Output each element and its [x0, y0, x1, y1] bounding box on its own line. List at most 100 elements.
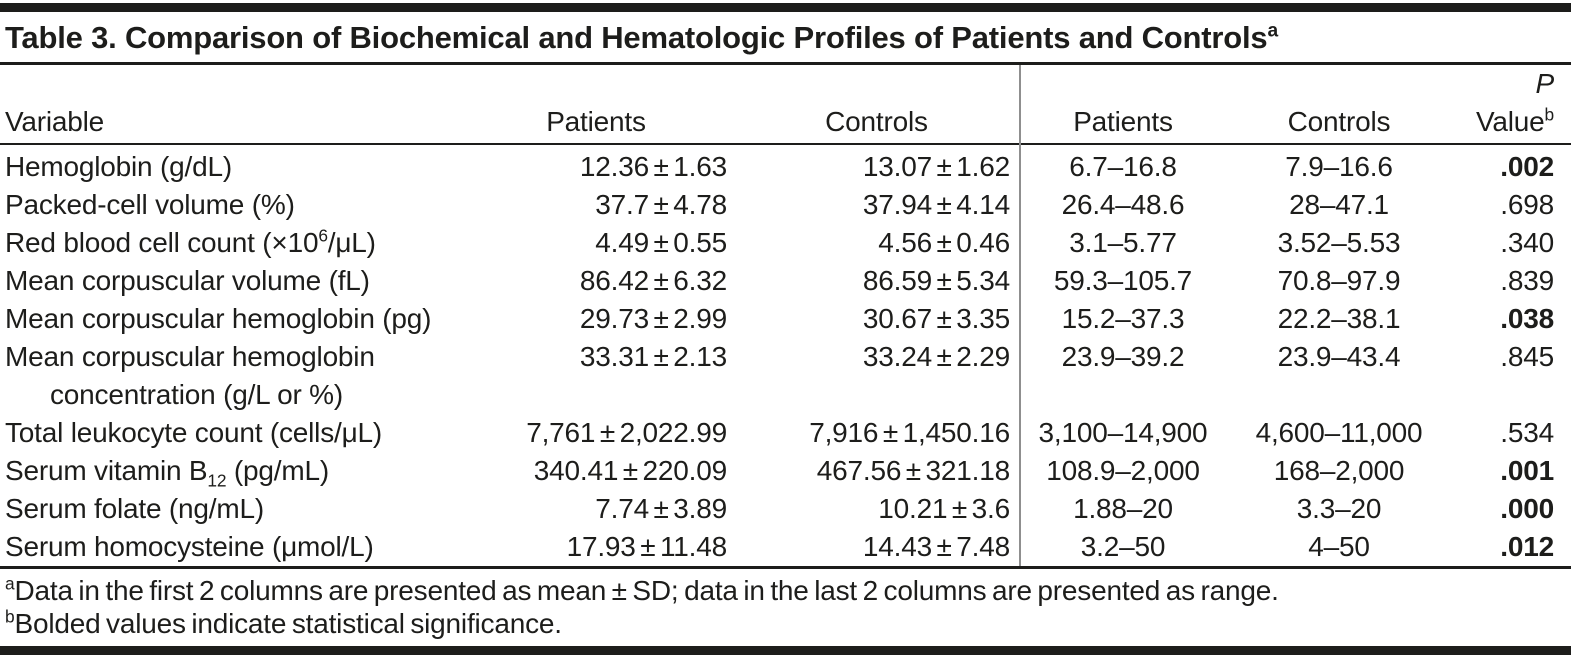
cell-patients-mean-sd: 29.73 ± 2.99: [579, 303, 727, 334]
cell-patients-range: 26.4–48.6: [1061, 189, 1185, 220]
table-title: Table 3. Comparison of Biochemical and H…: [0, 12, 1571, 62]
table-row: Total leukocyte count (cells/μL) 7,761 ±…: [0, 414, 1571, 452]
row-label-part: Red blood cell count (×10: [5, 227, 319, 258]
cell-controls-mean-sd: 10.21 ± 3.6: [878, 493, 1010, 524]
row-label-part: Mean corpuscular hemoglobin: [5, 341, 375, 372]
title-rule: [0, 62, 1571, 65]
footnote-marker: b: [5, 606, 15, 627]
p-word: Value: [1475, 106, 1545, 137]
cell-controls-range: 168–2,000: [1273, 455, 1405, 486]
cell-p-value: .839: [1500, 265, 1554, 296]
table-row: Mean corpuscular hemoglobin concentration…: [0, 338, 1571, 414]
row-label: Packed-cell volume (%): [0, 186, 455, 224]
title-footnote-marker: a: [1267, 20, 1278, 42]
cell-controls-range: 4,600–11,000: [1255, 417, 1423, 448]
table-body: Hemoglobin (g/dL) 12.36 ± 1.63 13.07 ± 1…: [0, 145, 1571, 566]
bottom-thick-rule: [0, 646, 1571, 655]
header-rule: [0, 143, 1571, 145]
row-label-line2: concentration (g/L or %): [50, 379, 343, 410]
row-label: Total leukocyte count (cells/μL): [0, 414, 455, 452]
header-p-value: P Valueb: [1448, 65, 1556, 141]
header-controls-mean-sd: Controls: [825, 106, 928, 137]
table-row: Mean corpuscular hemoglobin (pg) 29.73 ±…: [0, 300, 1571, 338]
cell-controls-mean-sd: 467.56 ± 321.18: [816, 455, 1010, 486]
row-label-part: /μL): [327, 227, 376, 258]
row-label: Mean corpuscular volume (fL): [0, 262, 455, 300]
cell-patients-range: 1.88–20: [1073, 493, 1173, 524]
body-bottom-rule: [0, 566, 1571, 569]
cell-patients-range: 59.3–105.7: [1053, 265, 1193, 296]
cell-patients-mean-sd: 37.7 ± 4.78: [595, 189, 727, 220]
row-label: Serum folate (ng/mL): [0, 490, 455, 528]
footnote: aData in the first 2 columns are present…: [5, 574, 1563, 607]
cell-controls-range: 7.9–16.6: [1285, 151, 1393, 182]
cell-controls-mean-sd: 7,916 ± 1,450.16: [809, 417, 1010, 448]
footnote-text: Data in the first 2 columns are presente…: [14, 575, 1279, 606]
header-controls-range: Controls: [1287, 106, 1391, 137]
row-label-part: Hemoglobin (g/dL): [5, 151, 232, 182]
cell-p-value: .002: [1500, 151, 1554, 182]
cell-p-value: .000: [1500, 493, 1554, 524]
cell-p-value: .012: [1500, 531, 1554, 562]
cell-patients-range: 3.1–5.77: [1069, 227, 1177, 258]
row-label-part: Total leukocyte count (cells/μL): [5, 417, 383, 448]
row-label: Serum homocysteine (μmol/L): [0, 528, 455, 566]
row-label-part: (pg/mL): [226, 455, 329, 486]
cell-p-value: .001: [1500, 455, 1554, 486]
cell-controls-range: 22.2–38.1: [1277, 303, 1401, 334]
cell-controls-range: 70.8–97.9: [1277, 265, 1401, 296]
cell-patients-mean-sd: 86.42 ± 6.32: [579, 265, 727, 296]
cell-p-value: .534: [1500, 417, 1554, 448]
row-label-part: 6: [318, 225, 328, 246]
table-row: Serum folate (ng/mL) 7.74 ± 3.89 10.21 ±…: [0, 490, 1571, 528]
footnotes: aData in the first 2 columns are present…: [0, 569, 1571, 642]
cell-p-value: .845: [1500, 341, 1554, 372]
cell-controls-mean-sd: 14.43 ± 7.48: [862, 531, 1010, 562]
cell-patients-range: 108.9–2,000: [1046, 455, 1200, 486]
table-title-text: Table 3. Comparison of Biochemical and H…: [5, 20, 1268, 55]
cell-patients-mean-sd: 12.36 ± 1.63: [579, 151, 727, 182]
cell-controls-mean-sd: 13.07 ± 1.62: [862, 151, 1010, 182]
cell-controls-range: 3.52–5.53: [1277, 227, 1401, 258]
header-patients-range: Patients: [1073, 106, 1173, 137]
row-label-part: Serum vitamin B: [5, 455, 208, 486]
cell-patients-mean-sd: 7,761 ± 2,022.99: [526, 417, 727, 448]
cell-patients-mean-sd: 17.93 ± 11.48: [566, 531, 728, 562]
row-label-part: Mean corpuscular volume (fL): [5, 265, 370, 296]
cell-patients-range: 3.2–50: [1080, 531, 1166, 562]
cell-controls-range: 23.9–43.4: [1277, 341, 1401, 372]
cell-patients-range: 3,100–14,900: [1038, 417, 1208, 448]
cell-controls-mean-sd: 30.67 ± 3.35: [862, 303, 1010, 334]
row-label: Hemoglobin (g/dL): [0, 148, 455, 186]
cell-controls-mean-sd: 33.24 ± 2.29: [862, 341, 1010, 372]
row-label-part: Mean corpuscular hemoglobin (pg): [5, 303, 432, 334]
cell-controls-range: 3.3–20: [1296, 493, 1382, 524]
cell-controls-mean-sd: 37.94 ± 4.14: [862, 189, 1010, 220]
row-label-part: Serum homocysteine (μmol/L): [5, 531, 374, 562]
cell-controls-range: 28–47.1: [1289, 189, 1389, 220]
table-row: Red blood cell count (×106/μL) 4.49 ± 0.…: [0, 224, 1571, 262]
table: Variable Patients Controls Patients Cont…: [0, 65, 1571, 566]
p-footnote-marker: b: [1544, 104, 1555, 125]
table-row: Hemoglobin (g/dL) 12.36 ± 1.63 13.07 ± 1…: [0, 148, 1571, 186]
p-symbol: P: [1535, 68, 1555, 99]
cell-p-value: .698: [1500, 189, 1554, 220]
column-divider-rule: [1019, 65, 1021, 566]
table-row: Serum vitamin B12 (pg/mL) 340.41 ± 220.0…: [0, 452, 1571, 490]
cell-controls-range: 4–50: [1308, 531, 1370, 562]
cell-patients-mean-sd: 33.31 ± 2.13: [579, 341, 727, 372]
footnote: bBolded values indicate statistical sign…: [5, 607, 1563, 640]
table-header-row: Variable Patients Controls Patients Cont…: [0, 65, 1571, 143]
cell-patients-range: 6.7–16.8: [1069, 151, 1177, 182]
table-row: Packed-cell volume (%) 37.7 ± 4.78 37.94…: [0, 186, 1571, 224]
cell-patients-range: 15.2–37.3: [1061, 303, 1185, 334]
row-label: Red blood cell count (×106/μL): [0, 224, 455, 262]
cell-patients-range: 23.9–39.2: [1061, 341, 1185, 372]
footnote-marker: a: [5, 573, 15, 594]
table-row: Mean corpuscular volume (fL) 86.42 ± 6.3…: [0, 262, 1571, 300]
cell-controls-mean-sd: 4.56 ± 0.46: [878, 227, 1010, 258]
cell-patients-mean-sd: 340.41 ± 220.09: [533, 455, 727, 486]
cell-p-value: .038: [1500, 303, 1554, 334]
footnote-text: Bolded values indicate statistical signi…: [14, 608, 562, 639]
header-variable: Variable: [5, 106, 105, 137]
